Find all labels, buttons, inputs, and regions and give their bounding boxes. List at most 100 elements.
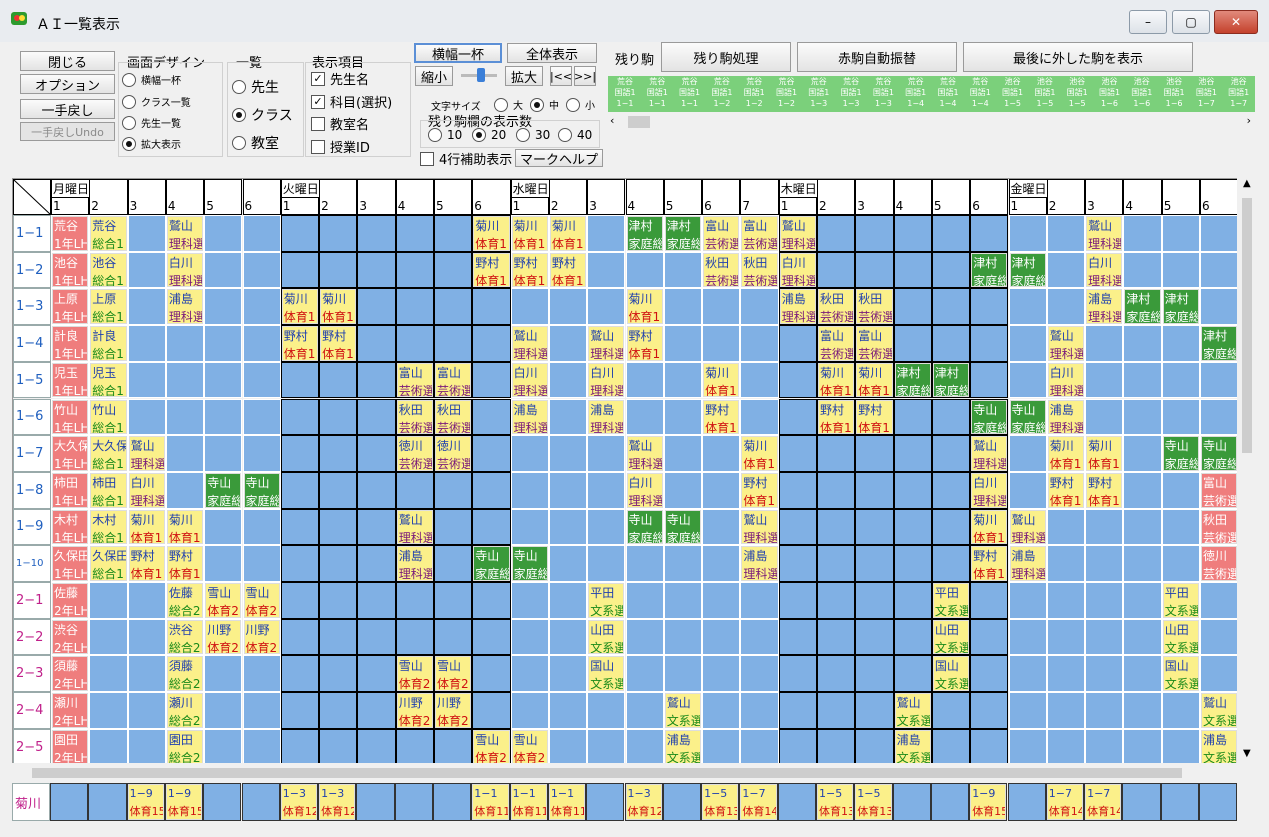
timetable-cell[interactable]: [165, 471, 205, 509]
timetable-cell[interactable]: [242, 545, 281, 582]
timetable-cell[interactable]: [548, 728, 588, 763]
homeroom-piece[interactable]: 佐藤 2年LH: [52, 583, 89, 618]
remaining-piece[interactable]: 池谷 国語1 1−5: [998, 76, 1028, 112]
timetable-cell[interactable]: [702, 471, 741, 509]
lesson-piece[interactable]: 大久保 総合1: [90, 436, 127, 471]
timetable-cell[interactable]: [548, 692, 588, 729]
timetable-cell[interactable]: [395, 728, 434, 763]
remaining-piece[interactable]: 荒谷 国語1 1−1: [642, 76, 672, 112]
timetable-cell[interactable]: [855, 471, 894, 509]
timetable-cell[interactable]: [548, 618, 588, 656]
timetable-cell[interactable]: [434, 508, 473, 546]
timetable-cell[interactable]: [931, 288, 971, 326]
class-row-label[interactable]: 1−7: [13, 435, 51, 472]
lesson-piece[interactable]: 鷲山 文系選: [894, 693, 931, 728]
lesson-piece[interactable]: 鷲山 理科選: [396, 509, 433, 545]
timetable-cell[interactable]: [663, 288, 703, 326]
timetable-cell[interactable]: [1008, 435, 1047, 472]
remaining-piece[interactable]: 荒谷 国語1 1−1: [675, 76, 705, 112]
timetable-cell[interactable]: [778, 582, 817, 619]
timetable-cell[interactable]: [893, 251, 932, 289]
teacher-cell[interactable]: [1199, 783, 1238, 821]
timetable-cell[interactable]: [357, 325, 396, 362]
timetable-cell[interactable]: [1008, 288, 1047, 326]
timetable-cell[interactable]: [1123, 508, 1162, 546]
lesson-piece[interactable]: 鷲山 理科選: [971, 436, 1008, 471]
timetable-cell[interactable]: [395, 471, 434, 509]
timetable-cell[interactable]: [319, 398, 358, 436]
lesson-piece[interactable]: 雪山 体育2: [473, 729, 510, 763]
lesson-piece[interactable]: 野村 体育1: [320, 326, 357, 361]
timetable-cell[interactable]: [1161, 361, 1200, 399]
lesson-piece[interactable]: 鷲山 理科選: [511, 326, 548, 361]
timetable-cell[interactable]: [740, 288, 779, 326]
timetable-cell[interactable]: [855, 618, 894, 656]
timetable-cell[interactable]: [931, 728, 971, 763]
close-window-button[interactable]: ✕: [1214, 10, 1258, 34]
timetable-cell[interactable]: [242, 508, 281, 546]
timetable-cell[interactable]: [510, 655, 549, 693]
design-option-2[interactable]: 先生一覧: [122, 115, 181, 130]
timetable-cell[interactable]: [931, 692, 971, 729]
timetable-cell[interactable]: [855, 692, 894, 729]
timetable-cell[interactable]: [893, 582, 932, 619]
timetable-cell[interactable]: [319, 728, 358, 763]
lesson-piece[interactable]: 浦島 理科選: [1086, 289, 1123, 325]
timetable-cell[interactable]: [89, 582, 128, 619]
class-row-label[interactable]: 2−5: [13, 728, 51, 763]
timetable-cell[interactable]: [472, 508, 511, 546]
timetable-cell[interactable]: [1161, 692, 1200, 729]
lesson-piece[interactable]: 白川 理科選: [511, 362, 548, 398]
prev-page-button[interactable]: |<<: [550, 66, 572, 86]
timetable-cell[interactable]: [242, 728, 281, 763]
timetable-cell[interactable]: [242, 398, 281, 436]
timetable-cell[interactable]: [242, 215, 281, 252]
timetable-cell[interactable]: [280, 728, 320, 763]
timetable-cell[interactable]: [855, 655, 894, 693]
auto-swap-button[interactable]: 赤駒自動振替: [797, 42, 957, 72]
timetable-cell[interactable]: [127, 655, 166, 693]
timetable-cell[interactable]: [1008, 582, 1047, 619]
lesson-piece[interactable]: 荒谷 総合1: [90, 216, 127, 251]
lesson-piece[interactable]: 秋田 芸術選: [396, 399, 433, 435]
chevron-up-icon[interactable]: ▲: [1243, 178, 1251, 189]
lesson-piece[interactable]: 白川 理科選: [166, 252, 204, 288]
timetable-cell[interactable]: [1046, 251, 1086, 289]
timetable-cell[interactable]: [1008, 471, 1047, 509]
remaining-process-button[interactable]: 残り駒処理: [661, 42, 791, 72]
timetable-cell[interactable]: [357, 545, 396, 582]
lesson-piece[interactable]: 鷲山 理科選: [779, 216, 816, 251]
lesson-piece[interactable]: 浦島 理科選: [779, 289, 816, 325]
homeroom-piece[interactable]: 計良 1年LH: [52, 326, 89, 361]
timetable-cell[interactable]: [127, 728, 166, 763]
timetable-cell[interactable]: [1123, 361, 1162, 399]
lesson-piece[interactable]: 山田 文系選: [1162, 619, 1199, 655]
remaining-piece[interactable]: 池谷 国語1 1−6: [1095, 76, 1125, 112]
remaining-piece[interactable]: 荒谷 国語1 1−4: [901, 76, 931, 112]
homeroom-piece[interactable]: 池谷 1年LH: [52, 252, 89, 288]
timetable-cell[interactable]: [280, 545, 320, 582]
timetable-cell[interactable]: [357, 471, 396, 509]
timetable-cell[interactable]: [357, 398, 396, 436]
timetable-cell[interactable]: [319, 435, 358, 472]
timetable-cell[interactable]: [1046, 728, 1086, 763]
timetable-cell[interactable]: [1123, 435, 1162, 472]
timetable-cell[interactable]: [472, 618, 511, 656]
timetable-cell[interactable]: [1123, 618, 1162, 656]
remain-count-40[interactable]: 40: [558, 128, 592, 142]
fit-width-button[interactable]: 横幅一杯: [414, 43, 502, 63]
lesson-piece[interactable]: 鷲山 理科選: [1047, 326, 1085, 361]
remaining-piece[interactable]: 荒谷 国語1 1−4: [965, 76, 995, 112]
timetable-cell[interactable]: [434, 545, 473, 582]
timetable-cell[interactable]: [931, 435, 971, 472]
timetable-cell[interactable]: [165, 398, 205, 436]
timetable-cell[interactable]: [1200, 618, 1237, 656]
teacher-piece[interactable]: 1−5 体育13: [855, 784, 892, 820]
timetable-cell[interactable]: [1046, 288, 1086, 326]
lesson-piece[interactable]: 秋田 芸術選: [856, 289, 893, 325]
timetable-cell[interactable]: [89, 692, 128, 729]
timetable-cell[interactable]: [89, 655, 128, 693]
timetable-cell[interactable]: [434, 728, 473, 763]
lesson-piece[interactable]: 山田 文系選: [588, 619, 625, 655]
timetable-cell[interactable]: [242, 361, 281, 399]
